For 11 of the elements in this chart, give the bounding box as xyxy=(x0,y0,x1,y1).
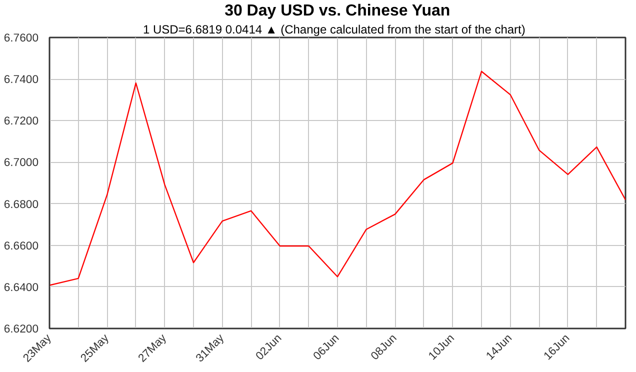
y-tick-label: 6.6800 xyxy=(4,198,39,211)
chart-subtitle: 1 USD=6.6819 0.0414 ▲ (Change calculated from the start of the chart) xyxy=(142,22,526,36)
y-tick-label: 6.6200 xyxy=(4,324,39,336)
chart-title: 30 Day USD vs. Chinese Yuan xyxy=(224,2,450,20)
y-tick-label: 6.7000 xyxy=(4,157,39,170)
line-series xyxy=(50,70,626,286)
y-tick-label: 6.7400 xyxy=(4,74,39,86)
y-tick-label: 6.7200 xyxy=(4,116,39,128)
y-tick-label: 6.7600 xyxy=(4,32,39,44)
y-tick-label: 6.6600 xyxy=(4,240,39,252)
y-tick-label: 6.6400 xyxy=(4,282,39,294)
